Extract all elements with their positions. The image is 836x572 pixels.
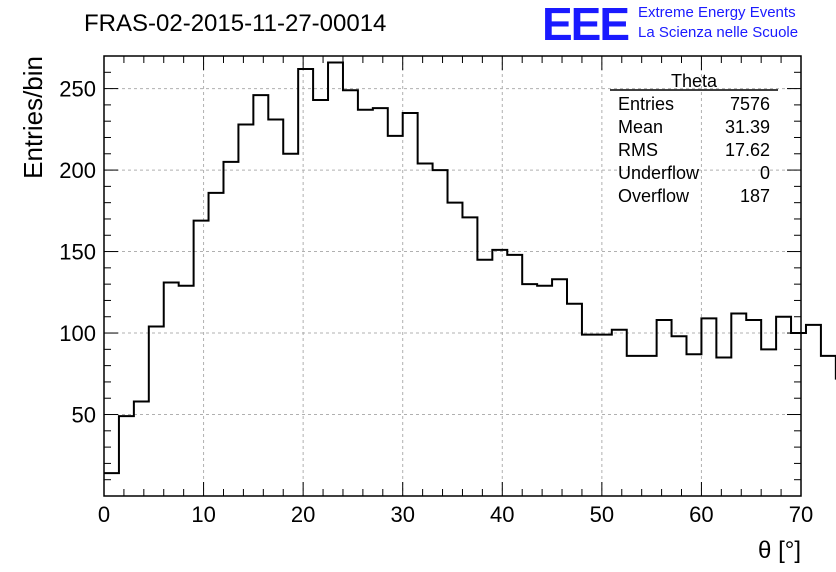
x-tick-label: 50 <box>590 502 614 527</box>
stats-row-label: Mean <box>618 117 663 137</box>
stats-row-value: 17.62 <box>725 140 770 160</box>
y-tick-label: 150 <box>59 240 96 265</box>
stats-row-label: RMS <box>618 140 658 160</box>
y-tick-label: 250 <box>59 77 96 102</box>
x-tick-label: 60 <box>689 502 713 527</box>
y-axis-title: Entries/bin <box>18 56 48 179</box>
stats-row-label: Entries <box>618 94 674 114</box>
x-tick-label: 0 <box>98 502 110 527</box>
stats-box-title: Theta <box>671 71 718 91</box>
y-tick-label: 200 <box>59 158 96 183</box>
stats-row-label: Overflow <box>618 186 690 206</box>
stats-row-value: 0 <box>760 163 770 183</box>
y-tick-label: 50 <box>72 403 96 428</box>
organization-label: Extreme Energy Events La Scienza nelle S… <box>638 3 798 43</box>
stats-row-label: Underflow <box>618 163 700 183</box>
histogram-line <box>104 61 836 475</box>
org-line-1: Extreme Energy Events <box>638 4 796 21</box>
x-tick-label: 10 <box>191 502 215 527</box>
stats-row-value: 31.39 <box>725 117 770 137</box>
org-line-2: La Scienza nelle Scuole <box>638 24 799 41</box>
eee-logo: EEE <box>542 0 630 50</box>
x-tick-label: 40 <box>490 502 514 527</box>
x-axis-title: θ [°] <box>758 537 801 564</box>
y-tick-label: 100 <box>59 321 96 346</box>
stats-row-value: 7576 <box>730 94 770 114</box>
run-title: FRAS-02-2015-11-27-00014 <box>84 10 387 37</box>
plot-frame <box>103 55 802 497</box>
x-tick-label: 70 <box>789 502 813 527</box>
stats-row-value: 187 <box>740 186 770 206</box>
x-tick-label: 20 <box>291 502 315 527</box>
x-tick-label: 30 <box>390 502 414 527</box>
